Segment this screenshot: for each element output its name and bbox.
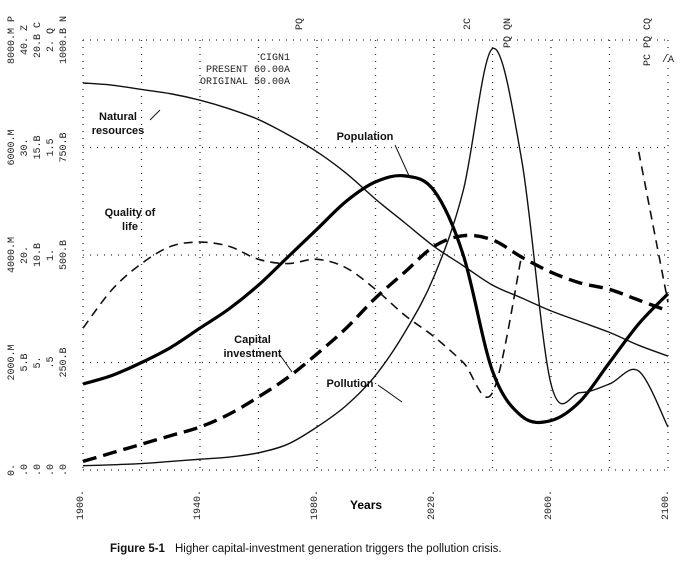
- scale-label: 20.B C: [33, 22, 44, 58]
- top-label: /A: [662, 54, 674, 66]
- x-tick-label: 2020.: [427, 490, 438, 520]
- y-tick-label: 1000.B N: [59, 16, 70, 64]
- scale-label: 1.: [46, 249, 57, 261]
- caption: Figure 5-1 Higher capital-investment gene…: [110, 543, 502, 555]
- x-tick-label: 1900.: [76, 490, 87, 520]
- series-line: [82, 82, 669, 357]
- series-annotation: Capital investment: [223, 334, 282, 360]
- scale-label: 6000.M: [7, 129, 18, 165]
- series-annotation: Pollution: [326, 378, 374, 390]
- scale-label: 40. Z: [20, 25, 31, 55]
- y-tick-label: 250.B: [59, 347, 70, 377]
- scale-label: 0.: [7, 464, 18, 476]
- scale-label: .0: [46, 464, 57, 476]
- scale-label: 2000.M: [7, 344, 18, 380]
- scale-label: 1.5: [46, 138, 57, 156]
- scale-label: 20.: [20, 246, 31, 264]
- run-info: CIGN1: [260, 53, 290, 64]
- series-line: [82, 47, 669, 467]
- y-tick-label: 500.B: [59, 240, 70, 270]
- scale-label: 10.B: [33, 243, 44, 267]
- series-annotation: Natural resources: [91, 111, 145, 137]
- scale-label: .0: [20, 464, 31, 476]
- series-line: [82, 233, 669, 464]
- annotation-arrow: [149, 109, 161, 121]
- scale-label: 30.: [20, 138, 31, 156]
- top-label: 2C: [463, 18, 474, 30]
- x-tick-label: 1940.: [193, 490, 204, 520]
- series-line: [82, 151, 669, 398]
- y-tick-label: 750.B: [59, 132, 70, 162]
- caption-label: Figure 5-1: [110, 543, 165, 555]
- annotation-arrow: [279, 354, 293, 373]
- x-tick-label: 2100.: [661, 490, 672, 520]
- top-label: PQ QN: [503, 18, 514, 48]
- scale-label: 2. Q: [46, 28, 57, 52]
- scale-label: .5: [46, 356, 57, 368]
- series-annotation: Quality of life: [104, 207, 156, 233]
- scale-label: 5.B: [20, 353, 31, 371]
- top-label: PC PQ CQ: [643, 18, 654, 66]
- scale-label: 5.: [33, 356, 44, 368]
- scale-label: 4000.M: [7, 237, 18, 273]
- series-annotation: Population: [336, 131, 394, 143]
- annotation-arrow: [377, 384, 403, 403]
- x-tick-label: 1980.: [310, 490, 321, 520]
- scale-label: 8000.M P: [7, 16, 18, 64]
- x-axis-label: Years: [350, 498, 383, 512]
- top-label: PQ: [295, 18, 306, 30]
- y-tick-label: .0: [59, 464, 70, 476]
- run-info: PRESENT 60.00A: [206, 65, 290, 76]
- x-tick-label: 2060.: [544, 490, 555, 520]
- scale-label: .0: [33, 464, 44, 476]
- scale-label: 15.B: [33, 135, 44, 159]
- caption-text: Higher capital-investment generation tri…: [174, 543, 502, 555]
- annotation-arrow: [394, 144, 411, 179]
- run-info: ORIGINAL 50.00A: [200, 77, 290, 88]
- series-line: [82, 173, 670, 425]
